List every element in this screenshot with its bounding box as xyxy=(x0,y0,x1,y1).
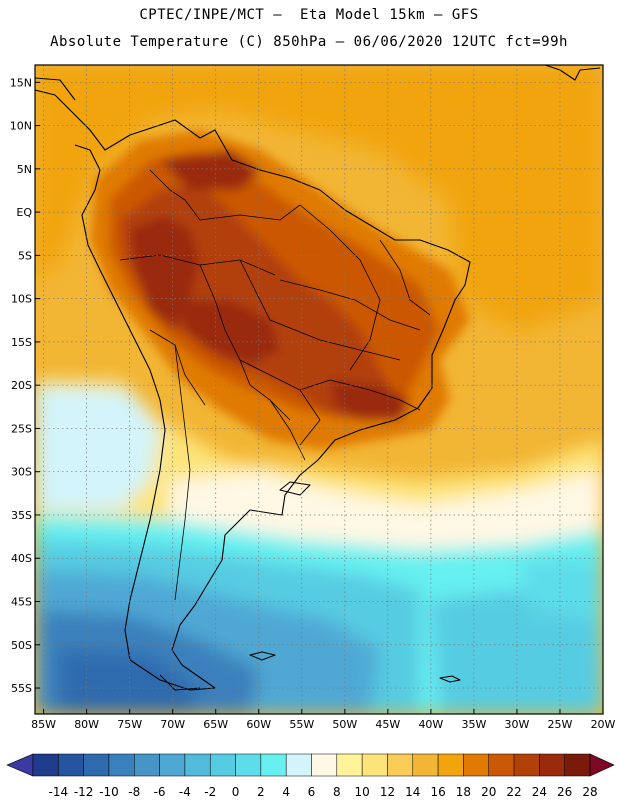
lon-label: 65W xyxy=(203,718,228,731)
colorbar-swatch xyxy=(83,753,110,777)
lon-label: 50W xyxy=(332,718,357,731)
lat-label: 55S xyxy=(11,682,32,695)
colorbar-swatch xyxy=(463,753,489,777)
colorbar-label: -4 xyxy=(179,785,191,799)
colorbar-label: 8 xyxy=(333,785,341,799)
colorbar-label: 4 xyxy=(282,785,290,799)
lon-label: 60W xyxy=(246,718,271,731)
lon-label: 75W xyxy=(117,718,142,731)
colorbar-swatch xyxy=(32,753,59,777)
colorbar-swatch xyxy=(159,753,186,777)
colorbar-swatch xyxy=(539,753,565,777)
lon-label: 45W xyxy=(375,718,400,731)
longitude-labels: 85W 80W 75W 70W 65W 60W 55W 50W 45W 40W 35W 30W 25W 2… xyxy=(31,709,616,731)
colorbar-swatch xyxy=(285,753,312,777)
colorbar-swatch xyxy=(336,753,363,777)
lon-label: 20W xyxy=(591,718,616,731)
colorbar-label: 24 xyxy=(532,785,547,799)
lat-label: 45S xyxy=(11,596,32,609)
lat-label: 10N xyxy=(10,120,32,133)
lat-label: 5N xyxy=(17,163,32,176)
lon-label: 30W xyxy=(505,718,530,731)
latitude-labels: 15N 10N 5N EQ 5S 10S 15S 20S 25S 30S 35S 40S 45S 50S 5… xyxy=(10,76,40,695)
lat-label: 5S xyxy=(18,249,32,262)
colorbar-swatch xyxy=(412,753,439,777)
title-line-2: Absolute Temperature (C) 850hPa – 06/06/… xyxy=(50,34,568,50)
colorbar-label: -12 xyxy=(74,785,94,799)
colorbar-label: -2 xyxy=(204,785,216,799)
lat-label: 20S xyxy=(11,379,32,392)
colorbar-labels: -14 -12 -10 -8 -6 -4 -2 0 2 4 6 8 10 12 14 16 18 20 22 24 26… xyxy=(49,785,598,799)
lat-label: 50S xyxy=(11,639,32,652)
colorbar-label: 10 xyxy=(354,785,369,799)
colorbar-swatch xyxy=(361,753,388,777)
lat-label: 30S xyxy=(11,466,32,479)
country-borders xyxy=(119,169,431,601)
colorbar-under-triangle xyxy=(6,753,34,777)
colorbar-swatch xyxy=(513,753,540,777)
colorbar-label: 6 xyxy=(308,785,316,799)
lon-label: 85W xyxy=(31,718,56,731)
lat-label: 15N xyxy=(10,76,32,89)
colorbar xyxy=(6,753,615,777)
lon-label: 25W xyxy=(548,718,573,731)
title-line-1: CPTEC/INPE/MCT – Eta Model 15km – GFS xyxy=(139,7,479,23)
temperature-field xyxy=(35,65,603,714)
colorbar-label: -6 xyxy=(154,785,166,799)
lon-label: 40W xyxy=(418,718,443,731)
lon-label: 80W xyxy=(74,718,99,731)
lat-label: 15S xyxy=(11,336,32,349)
colorbar-over-triangle xyxy=(589,753,615,777)
colorbar-label: 18 xyxy=(456,785,471,799)
colorbar-swatch xyxy=(488,753,515,777)
map-frame xyxy=(34,64,604,715)
lon-label: 35W xyxy=(461,718,486,731)
colorbar-swatch xyxy=(260,753,287,777)
colorbar-label: 12 xyxy=(380,785,395,799)
colorbar-label: 0 xyxy=(232,785,240,799)
colorbar-label: 2 xyxy=(257,785,265,799)
colorbar-swatch xyxy=(311,753,338,777)
colorbar-label: 16 xyxy=(430,785,445,799)
colorbar-label: -8 xyxy=(128,785,140,799)
lat-label: 35S xyxy=(11,509,32,522)
colorbar-label: -14 xyxy=(49,785,69,799)
colorbar-label: 28 xyxy=(582,785,597,799)
colorbar-label: 26 xyxy=(557,785,572,799)
colorbar-label: 20 xyxy=(481,785,496,799)
colorbar-label: 14 xyxy=(405,785,420,799)
colorbar-swatch xyxy=(209,753,236,777)
colorbar-swatch xyxy=(108,753,135,777)
colorbar-swatch xyxy=(437,753,464,777)
colorbar-swatch xyxy=(184,753,211,777)
lat-label: 25S xyxy=(11,422,32,435)
lon-label: 55W xyxy=(289,718,314,731)
colorbar-label: 22 xyxy=(506,785,521,799)
lat-label: 10S xyxy=(11,293,32,306)
colorbar-swatch xyxy=(387,753,414,777)
colorbar-swatch xyxy=(58,753,84,777)
lat-label: 40S xyxy=(11,552,32,565)
colorbar-label: -10 xyxy=(99,785,119,799)
colorbar-swatch xyxy=(235,753,262,777)
lat-label: EQ xyxy=(16,206,32,219)
coastlines xyxy=(35,65,601,691)
colorbar-swatch xyxy=(564,753,591,777)
colorbar-swatch xyxy=(134,753,160,777)
lon-label: 70W xyxy=(160,718,185,731)
